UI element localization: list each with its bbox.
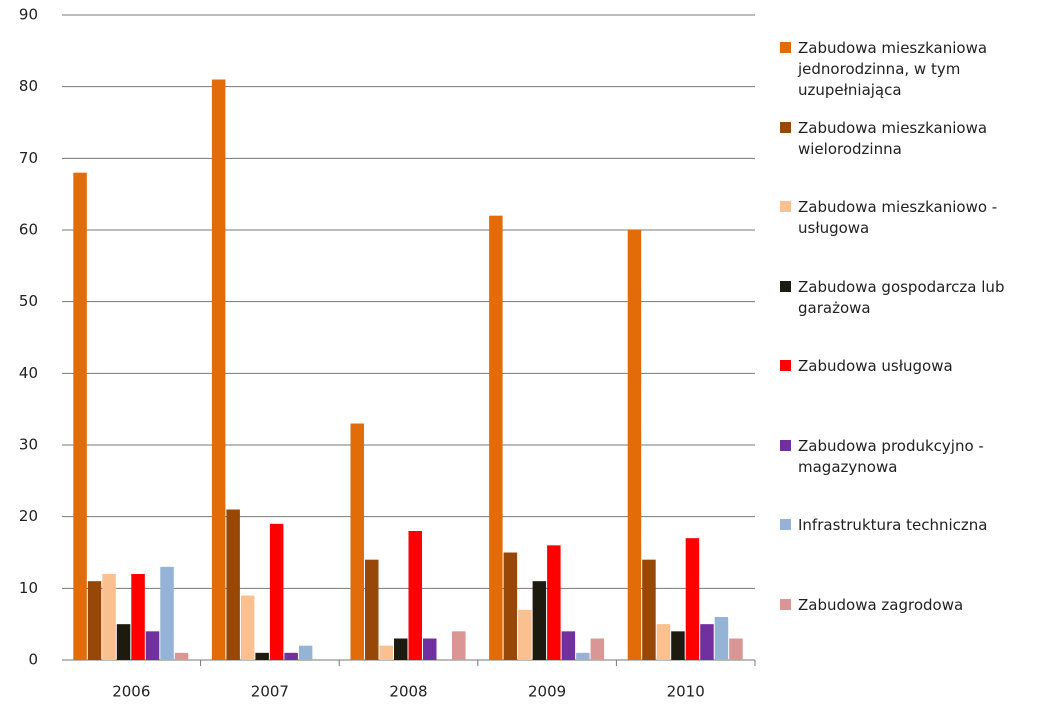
bar — [503, 552, 518, 660]
bar — [671, 631, 685, 660]
bar — [160, 566, 174, 660]
bar — [547, 545, 561, 660]
y-tick-label: 70 — [19, 149, 38, 167]
bar — [423, 638, 437, 660]
bar — [116, 624, 131, 660]
y-tick-label: 0 — [28, 651, 38, 669]
bar — [379, 645, 393, 660]
bar — [350, 423, 364, 660]
y-tick-label: 50 — [19, 292, 38, 310]
bar — [131, 574, 145, 660]
bar — [561, 631, 576, 660]
y-tick-label: 60 — [19, 221, 38, 239]
bar — [73, 172, 87, 660]
legend-label: Infrastruktura techniczna — [798, 516, 988, 534]
bar — [590, 638, 605, 660]
x-tick-label: 2010 — [667, 683, 705, 701]
bar — [642, 559, 656, 660]
legend-item: Zabudowa mieszkaniowa jednorodzinna, w t… — [780, 38, 1050, 101]
y-tick-label: 30 — [19, 436, 38, 454]
bar — [284, 652, 298, 660]
legend-swatch — [780, 42, 791, 53]
bar — [408, 531, 422, 660]
y-tick-label: 90 — [19, 6, 38, 24]
legend-item: Zabudowa zagrodowa — [780, 595, 1050, 616]
legend-item: Infrastruktura techniczna — [780, 515, 1050, 536]
legend-label: Zabudowa mieszkaniowa jednorodzinna, w t… — [798, 39, 988, 99]
bar — [489, 215, 503, 660]
y-tick-label: 40 — [19, 364, 38, 382]
legend-swatch — [780, 439, 791, 451]
bar — [365, 559, 379, 660]
legend-label: Zabudowa zagrodowa — [798, 595, 964, 614]
bar — [298, 645, 313, 660]
legend-label: Zabudowa mieszkaniowa wielorodzinna — [798, 118, 988, 158]
bar — [532, 581, 547, 660]
y-tick-label: 20 — [19, 507, 38, 525]
bar — [518, 609, 532, 660]
bar — [452, 631, 466, 660]
legend-swatch — [780, 519, 791, 530]
legend-swatch — [780, 201, 791, 212]
bar — [394, 638, 408, 660]
legend-swatch — [780, 598, 791, 610]
y-tick-label: 80 — [19, 77, 38, 95]
bar — [211, 79, 226, 660]
bar — [685, 538, 700, 660]
legend-swatch — [780, 280, 791, 292]
bar — [240, 595, 255, 660]
legend-label: Zabudowa gospodarcza lub garażowa — [798, 277, 1005, 317]
x-tick-label: 2006 — [112, 683, 150, 701]
bar — [700, 624, 714, 660]
legend-swatch — [780, 360, 791, 371]
bar — [102, 574, 116, 660]
legend-item: Zabudowa mieszkaniowa wielorodzinna — [780, 118, 1050, 160]
bar — [714, 617, 729, 660]
legend-item: Zabudowa produkcyjno - magazynowa — [780, 436, 1050, 478]
bar — [255, 652, 269, 660]
legend-item: Zabudowa mieszkaniowo - usługowa — [780, 197, 1050, 239]
bar — [226, 509, 240, 660]
x-tick-label: 2009 — [528, 683, 566, 701]
legend-swatch — [780, 121, 791, 133]
legend-label: Zabudowa produkcyjno - magazynowa — [798, 436, 984, 476]
y-tick-label: 10 — [19, 579, 38, 597]
legend-label: Zabudowa mieszkaniowo - usługowa — [798, 198, 998, 237]
bar — [729, 638, 743, 660]
bar — [576, 652, 590, 660]
x-tick-label: 2007 — [251, 683, 289, 701]
bar — [174, 652, 189, 660]
bar — [87, 581, 102, 660]
x-tick-label: 2008 — [389, 683, 427, 701]
bar — [145, 631, 160, 660]
bar — [656, 624, 671, 660]
legend-item: Zabudowa gospodarcza lub garażowa — [780, 277, 1050, 319]
legend-label: Zabudowa usługowa — [798, 357, 953, 375]
bar — [269, 523, 284, 660]
bar — [627, 230, 642, 660]
legend-item: Zabudowa usługowa — [780, 356, 1050, 377]
